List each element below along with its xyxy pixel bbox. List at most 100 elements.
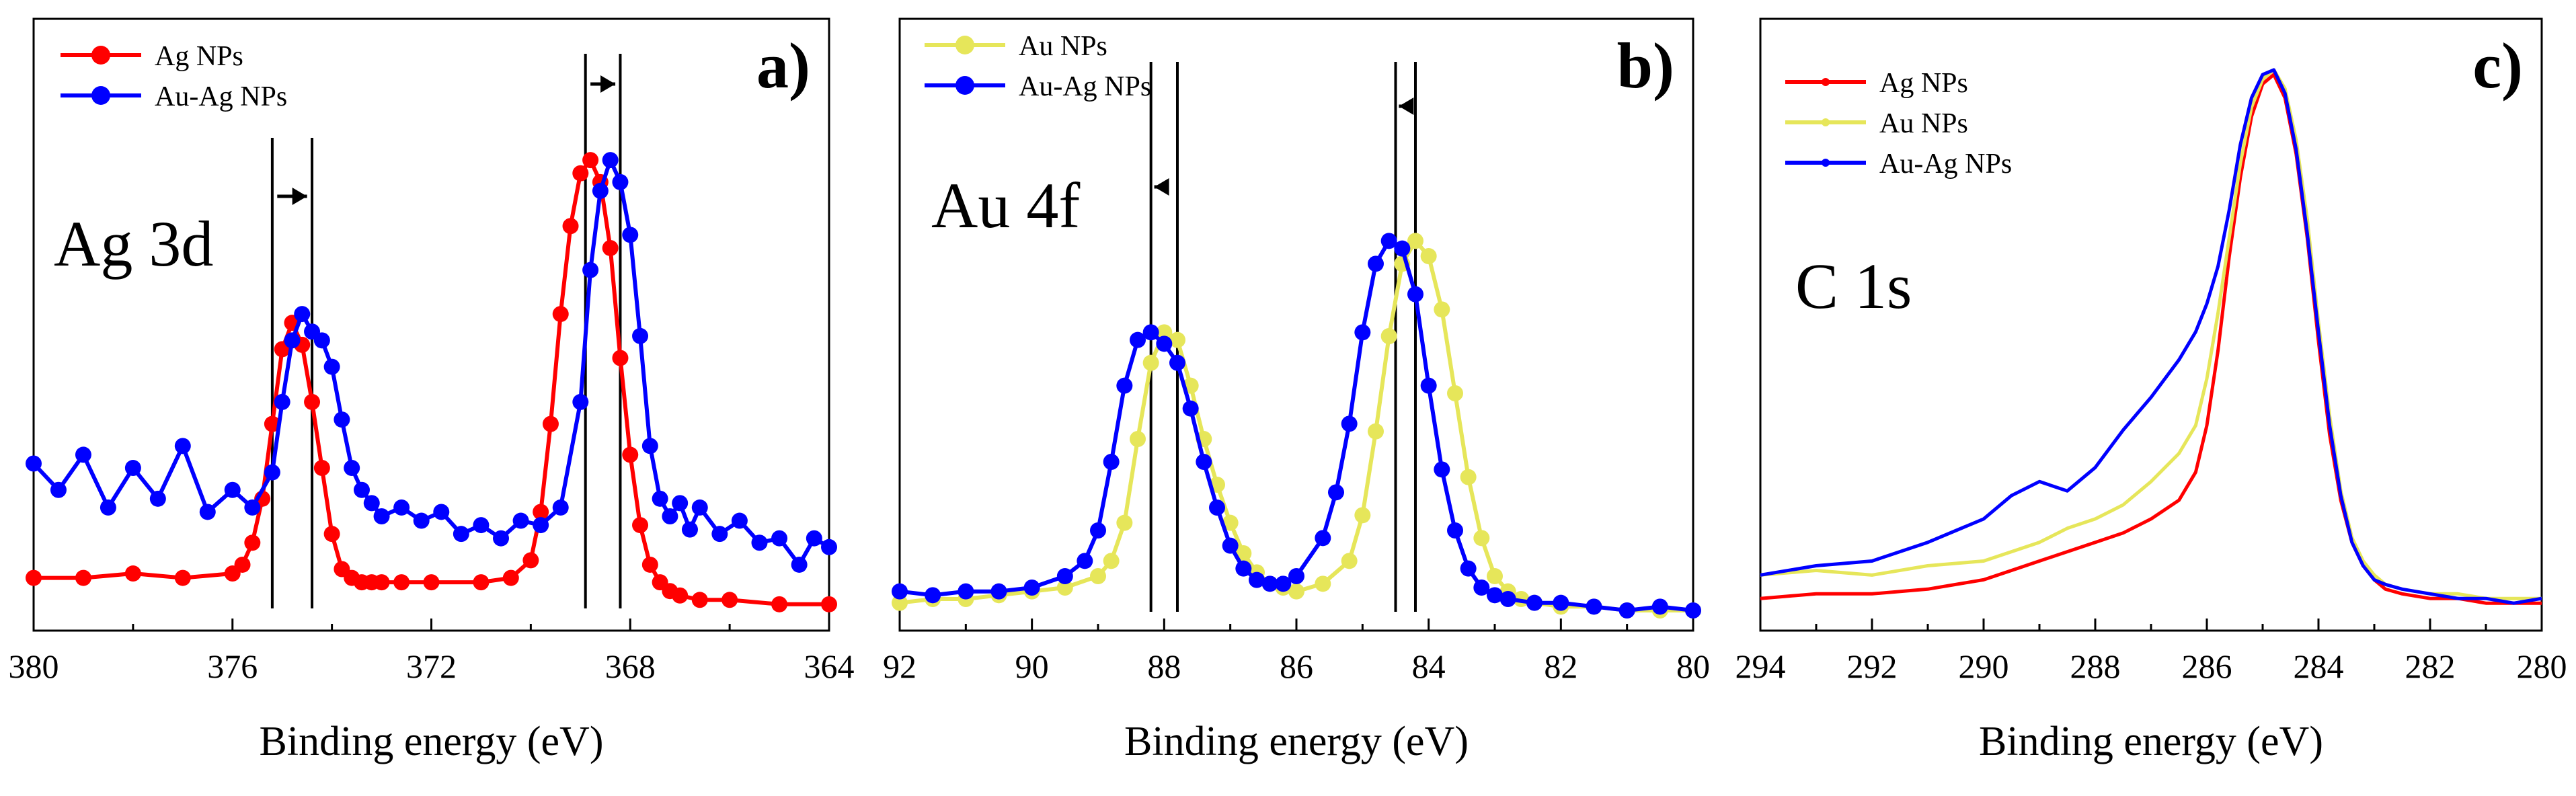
data-point (1209, 500, 1225, 516)
data-point (582, 262, 599, 278)
spectrum-region-label: C 1s (1795, 250, 1912, 322)
data-point (1142, 354, 1159, 371)
data-point (393, 574, 410, 591)
data-point (423, 574, 440, 591)
spectrum-region-label: Ag 3d (54, 208, 213, 280)
data-point (334, 411, 350, 428)
data-point (990, 583, 1007, 600)
x-tick-label: 84 (1412, 647, 1446, 685)
legend-label: Au NPs (1879, 108, 1968, 139)
data-point (1368, 423, 1384, 440)
data-point (323, 358, 340, 375)
x-tick-label: 80 (1676, 647, 1710, 685)
legend-marker (1822, 159, 1830, 167)
data-point (100, 499, 116, 516)
data-point (1275, 575, 1292, 592)
data-point (691, 592, 708, 608)
data-point (234, 556, 251, 573)
data-point (353, 481, 370, 498)
series-line-au-nps (899, 239, 1693, 612)
panel-label: c) (2472, 30, 2523, 102)
data-point (925, 587, 941, 604)
x-tick-label: 90 (1015, 647, 1049, 685)
data-point (552, 499, 569, 516)
data-point (1354, 324, 1371, 341)
data-point (602, 239, 619, 256)
data-point (1499, 591, 1516, 607)
series-line-au-ag-nps (1760, 68, 2542, 605)
x-tick-label: 86 (1280, 647, 1313, 685)
data-point (1473, 580, 1490, 596)
data-point (1460, 469, 1477, 485)
data-point (1249, 571, 1265, 588)
data-point (1222, 537, 1239, 554)
data-point (1235, 545, 1252, 561)
data-point (1116, 514, 1133, 531)
legend-marker (955, 76, 974, 95)
data-point (892, 594, 908, 611)
data-point (344, 460, 360, 477)
data-point (264, 415, 280, 432)
x-tick-label: 368 (605, 647, 656, 685)
legend-label: Au-Ag NPs (1019, 71, 1151, 102)
data-point (562, 218, 579, 235)
data-point (691, 499, 708, 516)
data-point (552, 306, 569, 323)
data-point (1056, 580, 1073, 596)
data-point (1077, 553, 1093, 569)
data-point (174, 438, 191, 454)
x-axis-label: Binding energy (eV) (1124, 719, 1469, 764)
data-point (572, 393, 589, 410)
data-point (1553, 594, 1569, 611)
data-point (1341, 415, 1358, 432)
x-tick-label: 88 (1147, 647, 1181, 685)
data-point (1182, 400, 1199, 417)
data-point (1586, 598, 1602, 615)
data-point (672, 495, 689, 512)
data-point (149, 490, 166, 507)
legend-marker (1822, 78, 1830, 86)
data-point (124, 565, 141, 582)
shift-arrow-head (600, 75, 616, 93)
data-point (433, 504, 450, 520)
data-point (751, 534, 768, 551)
spectrum-region-label: Au 4f (931, 169, 1080, 241)
data-point (1407, 233, 1423, 249)
data-point (1526, 594, 1543, 611)
data-point (1103, 454, 1120, 470)
data-point (771, 530, 788, 547)
data-point (522, 552, 539, 569)
data-point (1434, 461, 1450, 478)
data-point (1685, 602, 1701, 619)
x-axis-label: Binding energy (eV) (1979, 719, 2323, 764)
data-point (1116, 377, 1133, 394)
data-point (533, 504, 549, 520)
data-point (1420, 377, 1437, 394)
data-point (323, 526, 340, 543)
x-tick-label: 372 (406, 647, 457, 685)
data-point (1196, 454, 1212, 470)
data-point (1222, 514, 1239, 531)
data-point (1380, 233, 1397, 249)
data-point (1142, 324, 1159, 341)
x-tick-label: 380 (9, 647, 59, 685)
x-tick-label: 282 (2405, 647, 2456, 685)
x-tick-label: 290 (1959, 647, 2009, 685)
legend-marker (955, 36, 974, 54)
legend-marker (1822, 118, 1830, 126)
data-point (453, 526, 469, 543)
data-point (641, 438, 658, 454)
data-point (224, 481, 241, 498)
data-point (632, 327, 649, 344)
data-point (124, 460, 141, 477)
data-point (632, 517, 649, 534)
data-point (731, 512, 748, 529)
data-point (1235, 560, 1252, 577)
data-point (313, 460, 330, 477)
data-point (602, 152, 619, 169)
data-point (1651, 598, 1668, 615)
data-point (1169, 354, 1185, 371)
x-tick-label: 82 (1544, 647, 1577, 685)
x-tick-label: 364 (804, 647, 855, 685)
